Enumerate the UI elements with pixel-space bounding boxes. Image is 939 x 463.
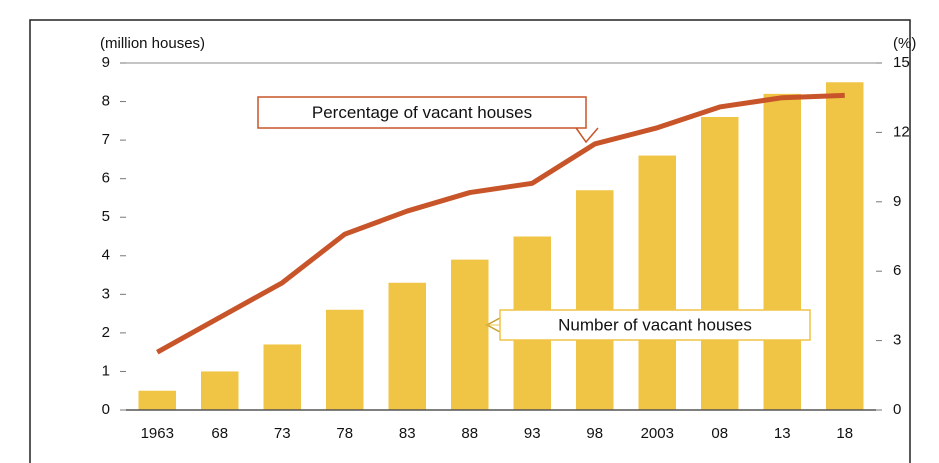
x-tick-label: 98 bbox=[586, 425, 603, 442]
y-tick-label: 2 bbox=[102, 324, 110, 341]
legend-label: Percentage of vacant houses bbox=[312, 103, 532, 122]
y-tick-label: 6 bbox=[102, 170, 110, 187]
y-tick-label: 8 bbox=[102, 93, 110, 110]
bar bbox=[826, 82, 864, 411]
x-tick-label: 73 bbox=[274, 425, 291, 442]
x-tick-label: 1963 bbox=[141, 425, 174, 442]
legend-label: Number of vacant houses bbox=[558, 315, 752, 334]
x-tick-label: 68 bbox=[211, 425, 228, 442]
bar bbox=[138, 390, 176, 410]
x-tick-label: 13 bbox=[774, 425, 791, 442]
y-tick-label: 9 bbox=[102, 54, 110, 71]
y2-tick-label: 6 bbox=[893, 262, 901, 279]
y-tick-label: 3 bbox=[102, 285, 110, 302]
bar bbox=[263, 344, 301, 410]
legend-box bbox=[257, 96, 587, 129]
bar bbox=[388, 282, 426, 410]
x-tick-label: 2003 bbox=[641, 425, 674, 442]
callout-pointer bbox=[575, 127, 599, 144]
x-tick-label: 78 bbox=[336, 425, 353, 442]
y-tick-label: 7 bbox=[102, 131, 110, 148]
legend-box bbox=[499, 309, 811, 341]
y-tick-label: 1 bbox=[102, 362, 110, 379]
y2-tick-label: 3 bbox=[893, 332, 901, 349]
bar bbox=[701, 116, 739, 410]
y2-tick-label: 9 bbox=[893, 193, 901, 210]
line bbox=[156, 92, 845, 355]
bar bbox=[201, 371, 239, 410]
bar bbox=[451, 259, 489, 410]
x-tick-label: 88 bbox=[461, 425, 478, 442]
y-tick-label: 0 bbox=[102, 401, 110, 418]
x-tick-label: 93 bbox=[524, 425, 541, 442]
x-tick-label: 18 bbox=[836, 425, 853, 442]
bar bbox=[576, 190, 614, 410]
bar bbox=[326, 309, 364, 410]
bar bbox=[763, 93, 801, 410]
frame bbox=[29, 19, 911, 463]
y-axis-label: (million houses) bbox=[100, 35, 205, 52]
x-tick-label: 08 bbox=[711, 425, 728, 442]
y2-axis-label: (%) bbox=[893, 35, 916, 52]
y2-tick-label: 12 bbox=[893, 123, 910, 140]
y-tick-label: 5 bbox=[102, 208, 110, 225]
x-tick-label: 83 bbox=[399, 425, 416, 442]
y2-tick-label: 15 bbox=[893, 54, 910, 71]
y2-tick-label: 0 bbox=[893, 401, 901, 418]
bar bbox=[638, 155, 676, 410]
y-tick-label: 4 bbox=[102, 247, 110, 264]
